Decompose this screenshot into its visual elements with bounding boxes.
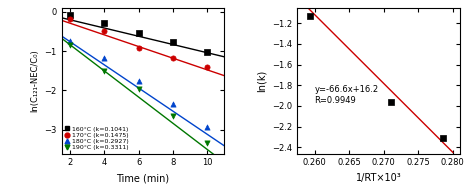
Point xyxy=(439,137,447,140)
Point xyxy=(66,40,74,43)
Point xyxy=(100,57,108,60)
Legend: 160°C (k=0.1041), 170°C (k=0.1475), 180°C (k=0.2927), 190°C (k=0.3311): 160°C (k=0.1041), 170°C (k=0.1475), 180°… xyxy=(64,125,129,152)
Point xyxy=(100,30,108,33)
Point xyxy=(135,88,142,91)
Point xyxy=(66,18,74,21)
X-axis label: 1/RT×10³: 1/RT×10³ xyxy=(356,173,401,183)
Point xyxy=(135,46,142,50)
Point xyxy=(203,141,211,144)
Text: y=-66.6x+16.2
R=0.9949: y=-66.6x+16.2 R=0.9949 xyxy=(315,85,379,105)
Point xyxy=(100,22,108,25)
Point xyxy=(286,27,293,30)
Point xyxy=(66,13,74,16)
Point xyxy=(135,79,142,83)
X-axis label: Time (min): Time (min) xyxy=(116,173,169,183)
Y-axis label: ln(C₁₂₁-NEC/C₀): ln(C₁₂₁-NEC/C₀) xyxy=(30,49,39,112)
Point xyxy=(169,57,177,60)
Point xyxy=(169,103,177,106)
Point xyxy=(169,40,177,43)
Point xyxy=(387,101,394,104)
Point xyxy=(203,125,211,128)
Point xyxy=(66,43,74,46)
Point xyxy=(135,31,142,34)
Point xyxy=(203,50,211,54)
Point xyxy=(203,65,211,68)
Point xyxy=(100,70,108,73)
Point xyxy=(169,114,177,118)
Y-axis label: ln(k): ln(k) xyxy=(256,70,266,92)
Point xyxy=(306,15,314,18)
